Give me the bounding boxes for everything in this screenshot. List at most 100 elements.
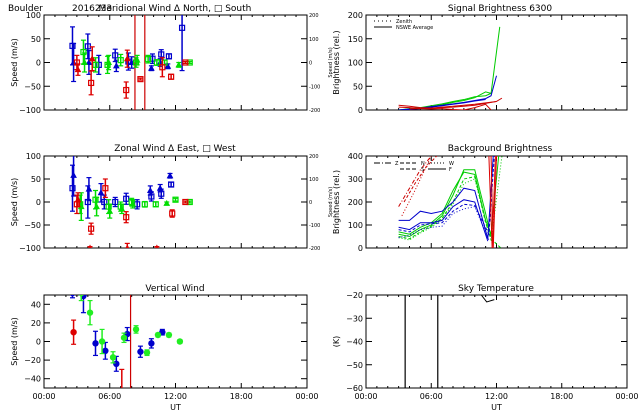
x-tick-label: 18:00 [550,392,573,401]
data-point-square [158,51,165,58]
site-label: Boulder [8,4,43,14]
data-point-triangle [74,196,82,203]
x-tick-label: 00:00 [615,392,638,401]
data-point-square [153,59,160,66]
data-point-square [149,55,156,62]
data-point [92,340,99,347]
series-line-blue-2 [398,199,489,242]
data-point-triangle [175,61,183,68]
data-point-square [101,198,108,206]
y-tick-label: −50 [24,221,41,230]
y-tick-label: 0 [358,244,363,253]
x-tick-label: 00:00 [32,392,55,401]
panel-meridional: Meridional Wind Δ North, □ South −100 −50 0… [10,4,334,115]
data-point-square [186,198,193,206]
y-axis-label: Speed (m/s) [10,317,19,366]
series-line-blue-3 [398,156,495,237]
data-point-square [84,198,91,206]
data-point-triangle [93,203,100,210]
y-tick-label: −40 [24,375,41,384]
right-tick-label: 200 [309,154,319,160]
data-point-triangle [112,62,120,69]
data-point-square [158,190,165,197]
y-axis-label: (K) [332,336,341,348]
data-point [176,338,184,345]
data-point-triangle [85,58,93,65]
series-line-red-1 [398,156,432,207]
plot-area [69,156,193,248]
panel-zonal: Zonal Wind Δ East, □ West −100 −50 0 50 100 Sp… [10,144,334,253]
series-line-blue-4 [398,206,490,241]
data-point-square [168,181,175,188]
series-line-red-c [409,100,497,110]
series-line-red-4 [488,156,496,248]
data-point [119,413,125,419]
y-tick-label: 300 [348,175,363,184]
data-point-triangle [106,207,114,214]
legend-label: N [421,161,425,167]
data-point [120,334,128,341]
data-point-triangle [146,186,154,193]
y-tick-label: 100 [26,152,41,161]
y-tick-label: 50 [31,175,41,184]
x-tick-label: 12:00 [164,392,187,401]
data-point-square [169,210,176,217]
panel-signal: Signal Brightness 6300 0 50 100 150 200 Bright… [332,4,628,115]
data-point [69,295,76,297]
data-point [98,338,106,345]
plot-area [398,26,503,110]
x-tick-label: 06:00 [420,392,443,401]
data-point-triangle [148,64,155,71]
x-axis-label: UT [491,403,502,412]
y-tick-label: 0 [36,59,41,68]
data-point-square [168,73,175,80]
data-point [132,326,140,333]
x-tick-label: 00:00 [354,392,377,401]
chart-title: Signal Brightness 6300 [448,4,552,14]
right-tick-label: 100 [309,177,319,183]
x-tick-label: 12:00 [485,392,508,401]
data-point-square [159,64,166,71]
y-tick-label: 150 [348,35,363,44]
data-point-square [117,57,124,64]
data-point-triangle [88,55,96,62]
data-point [102,347,109,354]
y-tick-label: 100 [348,59,363,68]
y-tick-label: −50 [24,82,41,91]
chart-title: Vertical Wind [145,284,204,294]
right-tick-label: 0 [309,200,312,206]
data-point-square [102,185,109,192]
data-point-square [92,61,99,68]
data-point-triangle [128,58,136,65]
data-point-triangle [133,56,141,63]
data-point-square [88,225,95,232]
legend-label: S [421,167,424,173]
y-tick-label: −100 [19,106,41,115]
data-point [109,354,117,361]
data-point-square [152,201,159,208]
y-tick-label: 200 [348,198,363,207]
data-point-square [80,48,87,56]
plot-area [404,295,495,388]
y-tick-label: 100 [348,221,363,230]
right-tick-label: -200 [309,246,320,252]
y-tick-label: 40 [31,300,41,309]
x-axis-label: UT [170,403,181,412]
data-point [137,348,144,355]
data-point-triangle [118,205,126,212]
right-axis-label: Speed (m/s) [328,187,334,217]
data-point-square [95,61,102,68]
legend-label: Zenith [396,19,412,25]
data-point-triangle [70,171,77,178]
y-tick-label: −100 [19,244,41,253]
y-tick-label: 50 [353,82,363,91]
data-point-triangle [105,58,113,65]
right-tick-label: 100 [309,37,319,43]
data-point [148,340,155,347]
right-tick-label: 200 [309,13,319,19]
data-point-triangle [166,172,174,179]
plot-area [69,295,184,419]
x-tick-label: 00:00 [295,392,318,401]
plot-area [398,156,503,248]
right-tick-label: -100 [309,223,320,229]
